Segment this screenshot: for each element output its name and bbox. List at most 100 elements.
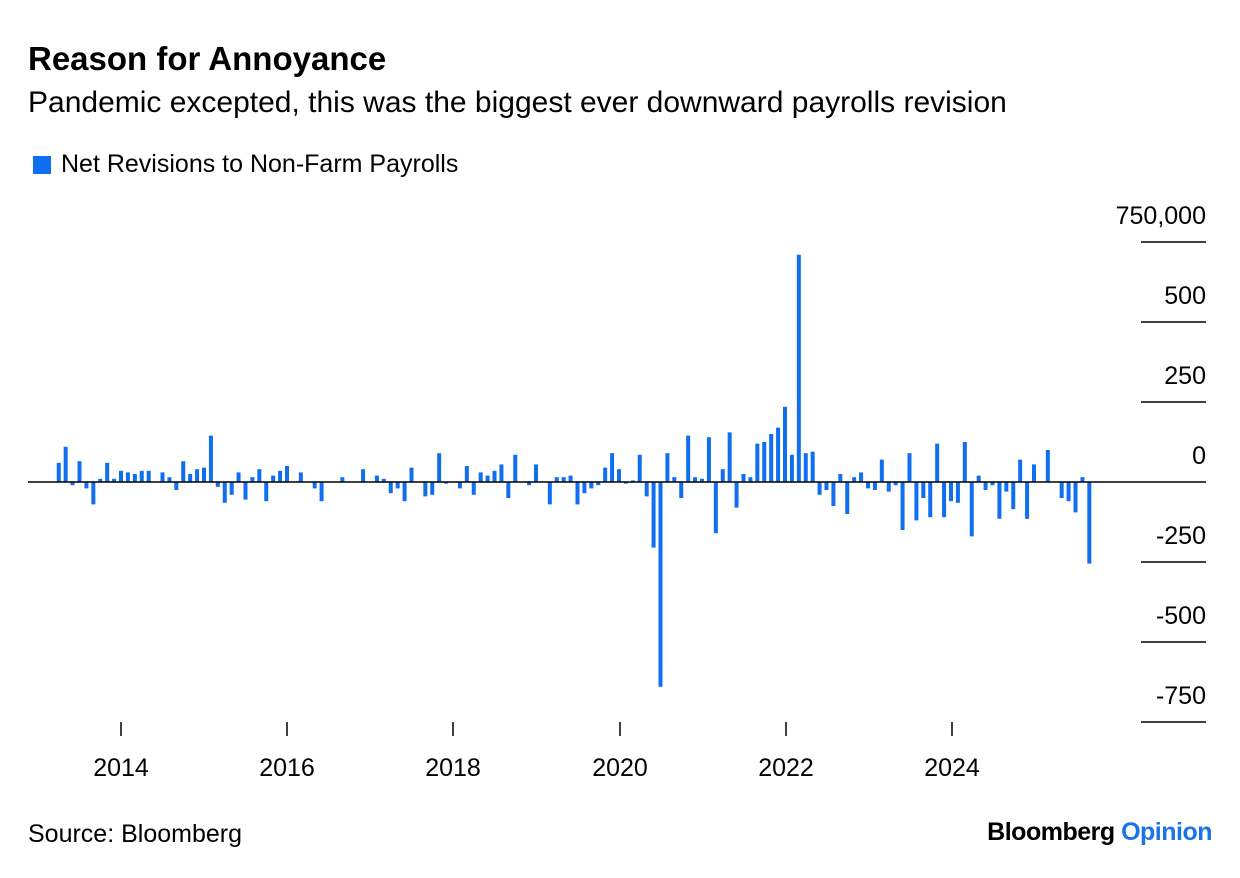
bar [298, 472, 303, 482]
bar [990, 482, 995, 486]
y-tick-label: 250 [1164, 362, 1206, 390]
bar [596, 482, 601, 486]
legend-label: Net Revisions to Non-Farm Payrolls [61, 150, 459, 178]
bar [312, 482, 317, 489]
bar [1018, 459, 1023, 482]
bar [706, 437, 711, 482]
bar [575, 482, 580, 505]
bar [962, 442, 967, 482]
bar [644, 482, 649, 497]
bar [734, 482, 739, 508]
bar [202, 467, 206, 482]
bar [70, 482, 75, 486]
bar [838, 474, 843, 482]
bar [139, 470, 144, 482]
bars-group [56, 254, 1092, 687]
bar [568, 475, 573, 482]
bar [713, 482, 718, 534]
x-tick-label: 2022 [758, 754, 814, 782]
brand-opinion: Opinion [1121, 818, 1212, 846]
bar [907, 453, 912, 482]
legend-swatch [33, 155, 51, 174]
bar [859, 472, 864, 482]
bar [146, 470, 151, 482]
bar [789, 454, 794, 482]
bar [285, 466, 289, 482]
bar [215, 482, 220, 487]
bar [361, 469, 366, 482]
bar [741, 474, 746, 482]
bar [969, 482, 974, 537]
bar [77, 461, 82, 482]
bar [423, 482, 428, 497]
bar [617, 469, 621, 482]
bar [1066, 482, 1071, 502]
bar [727, 432, 732, 482]
bar [402, 482, 407, 502]
bar [637, 454, 642, 482]
bar [886, 482, 891, 492]
bar [810, 451, 815, 482]
brand-logo: Bloomberg Opinion [987, 818, 1212, 847]
bar [56, 462, 61, 482]
bar [796, 254, 801, 482]
bar [527, 482, 532, 486]
bar [506, 482, 511, 498]
bar [720, 469, 725, 482]
chart-subtitle: Pandemic excepted, this was the biggest … [28, 86, 1007, 119]
bar [845, 482, 850, 514]
y-tick-label: 500 [1164, 282, 1206, 310]
bar [872, 482, 877, 490]
bar [1004, 482, 1009, 492]
brand-name: Bloomberg [987, 818, 1115, 846]
bar [672, 477, 677, 482]
bar [665, 453, 670, 482]
bar [610, 453, 615, 482]
bar [769, 434, 774, 482]
bar [243, 482, 248, 500]
bar [236, 472, 241, 482]
bar [824, 482, 829, 490]
bar [91, 482, 96, 505]
bar [222, 482, 227, 503]
bar [893, 482, 898, 486]
bar [188, 474, 193, 482]
bar [208, 435, 213, 482]
bar [457, 482, 462, 489]
bar [381, 478, 386, 482]
bar [464, 466, 469, 482]
bar [603, 467, 608, 482]
x-tick-label: 2020 [592, 754, 648, 782]
y-tick-label: -750 [1156, 682, 1206, 710]
bar [942, 482, 947, 518]
y-tick-label: -250 [1156, 522, 1206, 550]
bar [1080, 477, 1085, 482]
bar [658, 482, 663, 687]
bar [278, 470, 283, 482]
bar [630, 480, 635, 482]
bar [160, 472, 165, 482]
bar [229, 482, 234, 495]
bar [437, 453, 442, 482]
bar [167, 477, 172, 482]
bar [817, 482, 822, 495]
x-tick-label: 2018 [425, 754, 481, 782]
y-tick-label: -500 [1156, 602, 1206, 630]
x-tick-label: 2024 [924, 754, 980, 782]
bar [928, 482, 933, 518]
bar [949, 482, 953, 502]
bar [679, 482, 684, 498]
bar [271, 475, 276, 482]
bar [866, 482, 870, 489]
bar [105, 462, 110, 482]
bar [983, 482, 988, 490]
bar [783, 406, 787, 482]
bar [686, 435, 691, 482]
bar [444, 482, 449, 484]
bar [181, 461, 186, 482]
bar [119, 470, 123, 482]
bar [534, 464, 538, 482]
legend: Net Revisions to Non-Farm Payrolls [33, 150, 458, 179]
bar [582, 482, 587, 494]
bar [900, 482, 905, 530]
